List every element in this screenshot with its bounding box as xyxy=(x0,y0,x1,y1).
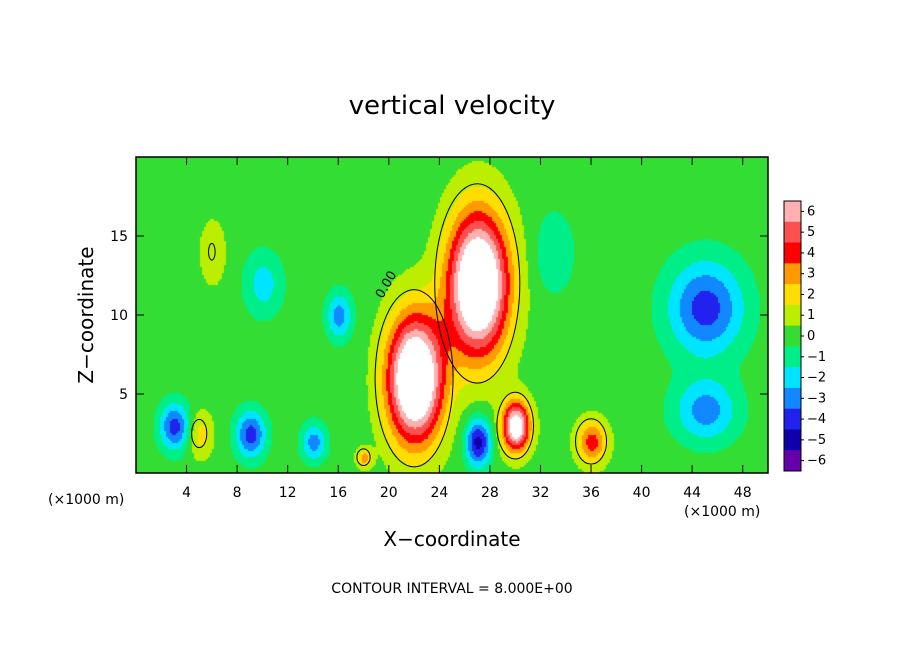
contour-line xyxy=(208,242,216,261)
x-tick-label: 48 xyxy=(734,485,752,501)
contour-line xyxy=(434,183,521,384)
x-axis-ticks: 4 8 12 16 20 24 28 32 36 40 44 48 xyxy=(182,157,752,501)
colorbar-label: 2 xyxy=(807,287,815,302)
x-tick-label: 40 xyxy=(633,485,651,501)
colorbar-label: −5 xyxy=(807,433,826,448)
x-tick-label: 36 xyxy=(582,485,600,501)
colorbar-label: 1 xyxy=(807,308,815,323)
colorbar-label: −4 xyxy=(807,412,826,427)
colorbar-swatch xyxy=(784,387,801,410)
y-tick-label: 5 xyxy=(119,387,128,403)
contour-line xyxy=(496,391,535,460)
contour-line xyxy=(574,418,608,465)
colorbar-label: −2 xyxy=(807,371,826,386)
velocity-field-image xyxy=(136,157,768,473)
y-axis-label: Z−coordinate xyxy=(74,246,98,383)
colorbar-label: 4 xyxy=(807,246,815,261)
colorbar-label: 0 xyxy=(807,329,815,344)
colorbar-label: −3 xyxy=(807,391,826,406)
x-tick-label: 28 xyxy=(481,485,499,501)
colorbar-label: 5 xyxy=(807,225,815,240)
x-tick-label: 4 xyxy=(182,485,191,501)
colorbar-label: 6 xyxy=(807,204,815,219)
x-tick-label: 20 xyxy=(380,485,398,501)
x-tick-label: 24 xyxy=(430,485,448,501)
colorbar-label: −6 xyxy=(807,454,826,469)
x-unit-label-left: (×1000 m) xyxy=(48,492,124,508)
plot-area: 0.00 xyxy=(135,156,769,474)
colorbar-swatch xyxy=(784,346,801,368)
x-tick-label: 44 xyxy=(683,485,701,501)
x-tick-label: 12 xyxy=(279,485,297,501)
contour-line xyxy=(374,289,454,468)
colorbar-swatch xyxy=(784,367,801,389)
x-tick-label: 16 xyxy=(329,485,347,501)
colorbar-label: −1 xyxy=(807,350,826,365)
contour-line xyxy=(191,418,208,449)
colorbar-swatch xyxy=(784,221,801,244)
colorbar-swatch xyxy=(784,242,801,264)
colorbar-swatch xyxy=(784,263,801,285)
contour-line xyxy=(356,448,371,466)
colorbar-swatch xyxy=(784,284,801,306)
colorbar-swatch xyxy=(784,304,801,327)
x-tick-label: 32 xyxy=(532,485,550,501)
x-tick-label: 8 xyxy=(233,485,242,501)
colorbar-swatch xyxy=(784,325,801,347)
y-tick-label: 10 xyxy=(110,308,128,324)
x-unit-label-right: (×1000 m) xyxy=(684,504,760,520)
colorbar: 6 5 4 3 2 1 0 −1 −2 −3 −4 −5 −6 xyxy=(783,200,826,472)
colorbar-swatch xyxy=(784,429,801,451)
x-axis-label: X−coordinate xyxy=(383,527,520,551)
y-axis-ticks: 5 10 15 xyxy=(110,229,768,403)
colorbar-swatch xyxy=(784,201,801,223)
chart-title: vertical velocity xyxy=(349,91,556,121)
colorbar-swatch xyxy=(784,450,801,472)
y-tick-label: 15 xyxy=(110,229,128,245)
colorbar-label: 3 xyxy=(807,267,815,282)
contour-interval-note: CONTOUR INTERVAL = 8.000E+00 xyxy=(331,581,572,597)
colorbar-swatch xyxy=(784,408,801,430)
